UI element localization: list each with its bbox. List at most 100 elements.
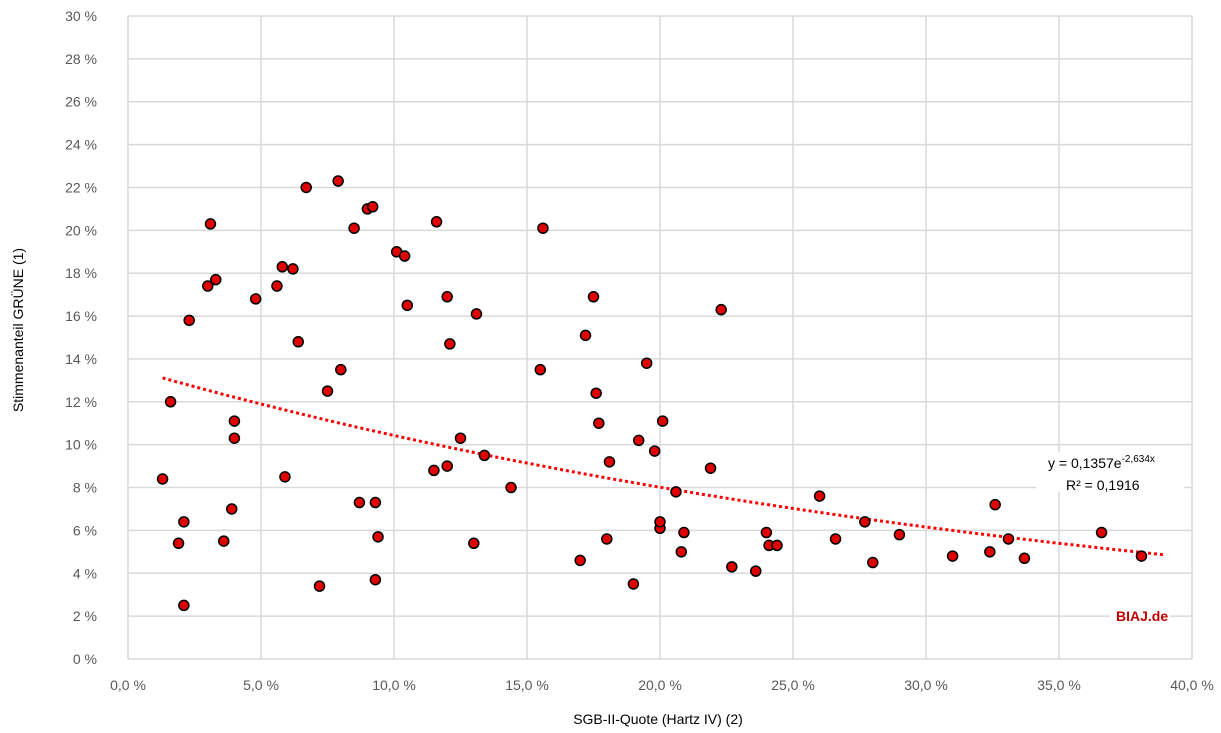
y-tick-label: 16 % [65, 308, 97, 324]
data-point [401, 299, 414, 312]
gridlines [127, 15, 1193, 660]
y-tick-label: 18 % [65, 265, 97, 281]
data-point [183, 314, 195, 327]
y-tick-label: 2 % [73, 608, 97, 624]
data-point [348, 222, 360, 234]
data-point [946, 550, 959, 562]
y-tick-label: 26 % [65, 94, 97, 110]
data-point [675, 546, 688, 558]
y-tick-label: 8 % [73, 480, 97, 496]
data-point [332, 175, 344, 187]
data-point [632, 434, 645, 447]
data-point [715, 303, 727, 316]
data-point [893, 528, 906, 541]
data-point [430, 216, 443, 228]
x-tick-label: 0,0 % [110, 677, 146, 693]
x-axis-ticks: 0,0 % 5,0 % 10,0 % 15,0 % 20,0 % 25,0 % 30,0 %… [110, 677, 1214, 693]
data-point [1095, 526, 1108, 539]
x-axis-title: SGB-II-Quote (Hartz IV) (2) [573, 711, 743, 727]
data-point [750, 565, 762, 577]
y-tick-label: 6 % [73, 522, 97, 538]
data-point [867, 556, 879, 569]
data-point [441, 291, 453, 303]
data-point [225, 503, 238, 515]
data-point [1135, 550, 1148, 562]
data-point [210, 273, 222, 286]
data-point [537, 222, 549, 234]
data-point [648, 445, 661, 457]
y-axis-title: Stimmenanteil GRÜNE (1) [9, 248, 26, 412]
data-point [989, 498, 1001, 511]
y-tick-label: 0 % [73, 651, 97, 667]
x-tick-label: 5,0 % [243, 677, 279, 693]
data-point [1002, 533, 1015, 545]
y-tick-label: 20 % [65, 222, 97, 238]
data-point [287, 263, 299, 275]
data-point [587, 291, 600, 303]
data-point [156, 473, 169, 485]
data-point [760, 526, 773, 539]
y-tick-label: 10 % [65, 437, 97, 453]
data-point [353, 496, 366, 509]
data-point [178, 516, 190, 528]
y-tick-label: 28 % [65, 51, 97, 67]
data-point [603, 456, 616, 468]
data-point [369, 496, 382, 509]
data-point [640, 357, 653, 369]
x-tick-label: 25,0 % [771, 677, 815, 693]
data-point [468, 537, 480, 550]
data-point [678, 526, 690, 539]
data-point [444, 338, 456, 350]
data-point [228, 415, 241, 427]
y-tick-label: 12 % [65, 394, 97, 410]
data-point [771, 539, 783, 552]
y-tick-label: 22 % [65, 179, 97, 195]
data-point [178, 599, 190, 612]
data-point [726, 561, 738, 573]
x-tick-label: 30,0 % [904, 677, 948, 693]
data-point [271, 280, 283, 292]
data-point [470, 308, 483, 320]
data-point [1018, 552, 1031, 565]
y-tick-label: 14 % [65, 351, 97, 367]
y-tick-label: 4 % [73, 565, 97, 581]
data-point [534, 363, 547, 376]
data-point [454, 432, 467, 444]
data-point [292, 336, 304, 348]
data-point [228, 432, 241, 444]
data-point [590, 387, 602, 399]
data-point [172, 537, 185, 550]
x-tick-label: 35,0 % [1037, 677, 1081, 693]
y-tick-label: 30 % [65, 8, 97, 24]
data-point [335, 363, 347, 376]
data-point [398, 250, 411, 262]
data-point [593, 417, 605, 429]
data-point [574, 554, 586, 567]
data-point [372, 531, 384, 543]
data-point [654, 516, 666, 528]
trendline-r-squared: R² = 0,1916 [1066, 477, 1140, 493]
x-tick-label: 40,0 % [1170, 677, 1214, 693]
data-point [428, 464, 440, 477]
y-tick-label: 24 % [65, 137, 97, 153]
data-point [218, 535, 230, 547]
data-point [656, 415, 669, 427]
y-axis-ticks: 0 % 2 % 4 % 6 % 8 % 10 % 12 % 14 % 16 % 18 % 20 % 2… [65, 8, 97, 667]
data-point [704, 462, 717, 474]
data-point [627, 578, 640, 590]
data-point [505, 481, 517, 494]
data-point [300, 181, 312, 194]
data-point [313, 580, 326, 592]
x-tick-label: 10,0 % [372, 677, 416, 693]
data-point [859, 516, 871, 528]
data-point [321, 385, 334, 397]
data-point [813, 490, 826, 502]
trendline-equation-box: y = 0,1357e-2,634x R² = 0,1916 [1036, 452, 1184, 493]
data-point [601, 533, 613, 545]
data-point [670, 486, 682, 498]
data-point [366, 201, 379, 213]
x-tick-label: 15,0 % [505, 677, 549, 693]
watermark-label: BIAJ.de [1116, 608, 1168, 624]
data-point [164, 396, 177, 408]
